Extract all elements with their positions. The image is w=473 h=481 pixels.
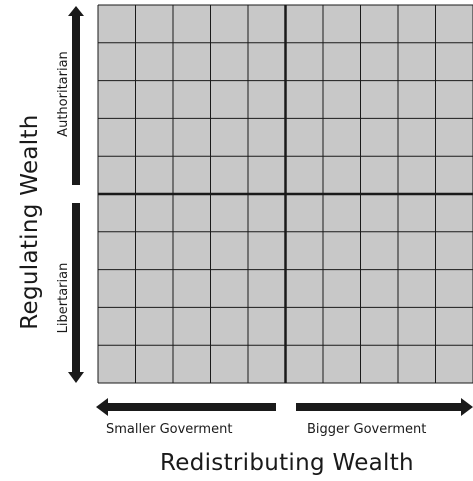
arrow-left-icon xyxy=(96,398,276,416)
axis-arrows xyxy=(68,6,473,416)
y-axis-top-label: Authoritarian xyxy=(56,51,71,137)
y-axis-bottom-label: Libertarian xyxy=(56,262,71,334)
arrow-right-icon xyxy=(296,398,473,416)
arrow-up-icon xyxy=(68,6,84,185)
x-axis-title: Redistributing Wealth xyxy=(160,450,414,476)
x-axis-left-label: Smaller Goverment xyxy=(106,422,233,437)
y-axis-title: Regulating Wealth xyxy=(17,114,43,330)
compass-grid xyxy=(97,4,473,384)
arrow-down-icon xyxy=(68,203,84,383)
x-axis-right-label: Bigger Goverment xyxy=(307,422,427,437)
